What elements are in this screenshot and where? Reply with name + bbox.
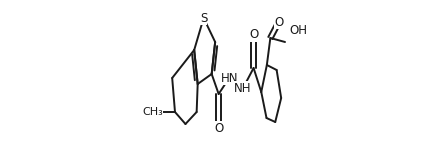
Text: O: O: [249, 28, 258, 41]
Text: OH: OH: [289, 24, 307, 37]
Text: NH: NH: [234, 82, 252, 95]
Text: S: S: [200, 11, 207, 24]
Text: HN: HN: [220, 71, 238, 84]
Text: O: O: [274, 15, 283, 28]
Text: CH₃: CH₃: [142, 107, 162, 117]
Text: O: O: [214, 121, 223, 134]
